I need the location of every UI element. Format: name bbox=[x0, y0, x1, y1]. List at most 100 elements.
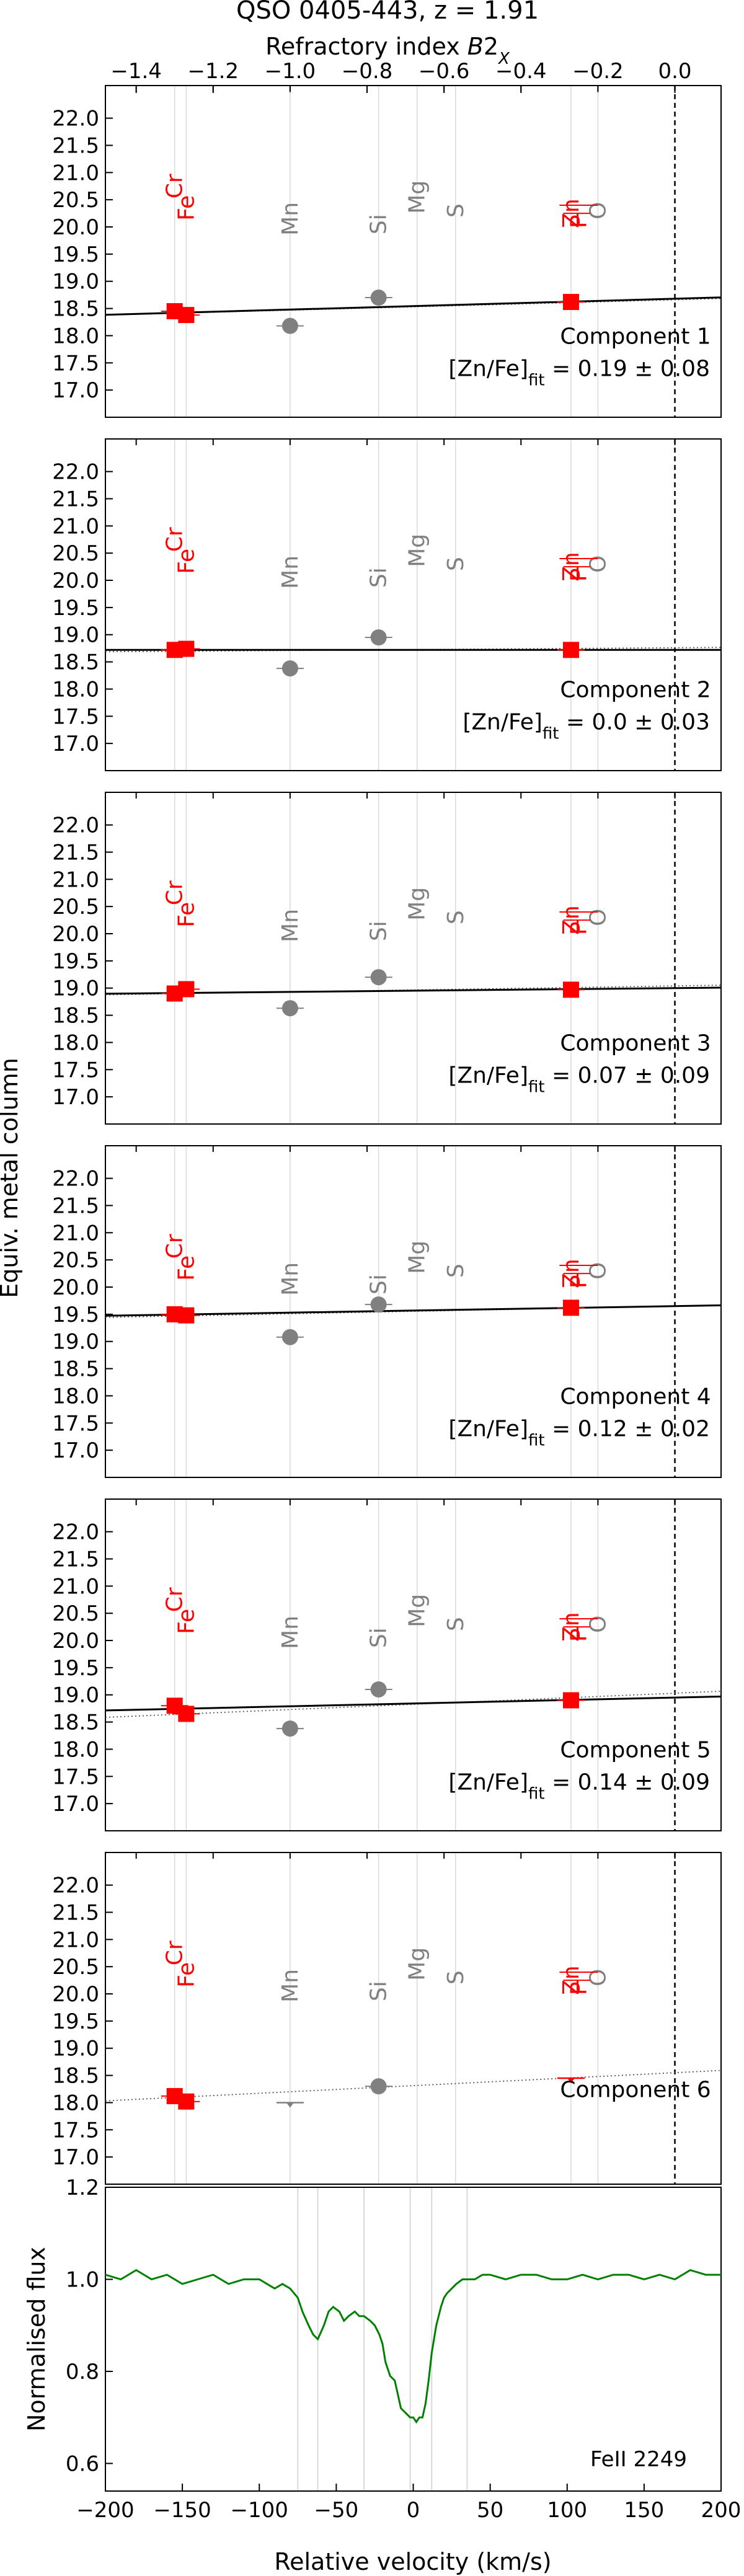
y-tick-label: 17.5 bbox=[52, 1058, 99, 1082]
x-axis-label: Relative velocity (km/s) bbox=[274, 2548, 551, 2575]
fit-line bbox=[105, 1695, 722, 1712]
element-label-mg: Mg bbox=[405, 1594, 430, 1627]
y-tick-label: 19.5 bbox=[52, 242, 99, 267]
flux-x-tick-label: −200 bbox=[76, 2498, 134, 2523]
flux-x-tick-label: −100 bbox=[231, 2498, 288, 2523]
element-label-fe: Fe bbox=[174, 549, 199, 574]
element-label-fe: Fe bbox=[174, 195, 199, 221]
fit-line bbox=[105, 986, 722, 995]
flux-x-tick-label: 50 bbox=[477, 2498, 503, 2523]
y-tick-label: 22.0 bbox=[52, 1520, 99, 1545]
component-label: Component 2 bbox=[560, 678, 711, 703]
y-tick-label: 21.0 bbox=[52, 1574, 99, 1599]
component-panel: 17.017.518.018.519.019.520.020.521.021.5… bbox=[52, 1145, 722, 1478]
y-tick-label: 19.0 bbox=[52, 270, 99, 294]
top-axis-tick-label: −0.6 bbox=[418, 59, 470, 84]
element-label-s: S bbox=[443, 1970, 469, 1985]
element-label-p: P bbox=[566, 1275, 591, 1288]
y-tick-label: 19.0 bbox=[52, 623, 99, 648]
component-label: Component 4 bbox=[560, 1384, 711, 1410]
element-label-cr: Cr bbox=[162, 174, 188, 198]
y-tick-label: 17.0 bbox=[52, 1438, 99, 1463]
fit-line bbox=[105, 296, 722, 316]
y-tick-label: 19.0 bbox=[52, 1683, 99, 1708]
element-label-o: O bbox=[585, 202, 611, 219]
element-label-p: P bbox=[566, 1628, 591, 1642]
y-tick-label: 18.0 bbox=[52, 677, 99, 702]
flux-x-tick-label: −50 bbox=[314, 2498, 358, 2523]
point-fe bbox=[178, 2093, 195, 2110]
y-tick-label: 18.5 bbox=[52, 297, 99, 322]
y-tick-label: 21.0 bbox=[52, 1928, 99, 1952]
y-tick-label: 17.0 bbox=[52, 2145, 99, 2170]
y-tick-label: 22.0 bbox=[52, 1167, 99, 1192]
y-tick-label: 17.0 bbox=[52, 732, 99, 756]
fit-result-label: [Zn/Fe]fit = 0.14 ± 0.09 bbox=[448, 1770, 710, 1804]
top-axis-tick-label: −0.4 bbox=[495, 59, 547, 84]
y-tick-label: 17.5 bbox=[52, 1411, 99, 1436]
element-label-cr: Cr bbox=[162, 527, 188, 552]
component-label: Component 6 bbox=[560, 2078, 711, 2103]
element-label-o: O bbox=[585, 555, 611, 573]
y-tick-label: 21.5 bbox=[52, 487, 99, 511]
point-zn bbox=[562, 642, 579, 658]
element-label-fe: Fe bbox=[174, 1609, 199, 1634]
fit-line bbox=[105, 1304, 722, 1317]
point-si bbox=[370, 969, 387, 986]
y-tick-label: 17.5 bbox=[52, 704, 99, 729]
y-tick-label: 21.5 bbox=[52, 1193, 99, 1218]
point-zn bbox=[562, 1692, 579, 1709]
element-label-fe: Fe bbox=[174, 1962, 199, 1988]
y-tick-label: 19.0 bbox=[52, 1330, 99, 1355]
flux-line bbox=[105, 2268, 721, 2424]
element-label-p: P bbox=[566, 1981, 591, 1995]
y-tick-label: 19.5 bbox=[52, 596, 99, 621]
element-label-s: S bbox=[443, 910, 469, 924]
top-axis-tick-label: −0.2 bbox=[572, 59, 624, 84]
y-tick-label: 18.5 bbox=[52, 1711, 99, 1735]
y-tick-label: 17.0 bbox=[52, 378, 99, 403]
panel-frame bbox=[105, 1498, 722, 1831]
flux-panel: 0.6 0.8 1.0 1.2 −200 −150 −100 −50 0 50 100 150 200 F… bbox=[23, 2175, 741, 2575]
element-label-mg: Mg bbox=[405, 534, 430, 567]
top-axis-tick-label: 0.0 bbox=[658, 59, 691, 84]
point-mn bbox=[281, 1720, 298, 1737]
element-label-mg: Mg bbox=[405, 180, 430, 214]
y-tick-label: 20.0 bbox=[52, 1629, 99, 1653]
transition-label: FeII 2249 bbox=[590, 2447, 687, 2472]
panels: −1.4 −1.2 −1.0 −0.8 −0.6 −0.4 −0.2 0.017.017.51… bbox=[23, 59, 741, 2575]
y-tick-label: 18.5 bbox=[52, 1357, 99, 1382]
component-panel: 17.017.518.018.519.019.520.020.521.021.5… bbox=[52, 792, 722, 1125]
point-fe bbox=[178, 1706, 195, 1722]
top-axis-tick-label: −1.0 bbox=[265, 59, 316, 84]
element-label-si: Si bbox=[366, 1627, 392, 1648]
component-label: Component 3 bbox=[560, 1031, 711, 1056]
y-axis-label: Equiv. metal column bbox=[0, 1058, 23, 1298]
y-tick-label: 22.0 bbox=[52, 1874, 99, 1898]
y-tick-label: 20.5 bbox=[52, 1955, 99, 1980]
y-tick-label: 22.0 bbox=[52, 813, 99, 838]
top-axis-label: Refractory index B2X bbox=[265, 33, 510, 68]
component-panel: 17.017.518.018.519.019.520.020.521.021.5… bbox=[52, 1852, 722, 2185]
y-tick-label: 20.5 bbox=[52, 895, 99, 919]
panel-frame bbox=[105, 1852, 722, 2185]
flux-x-tick-label: 100 bbox=[547, 2498, 587, 2523]
point-si bbox=[370, 1296, 387, 1313]
y-tick-label: 17.5 bbox=[52, 1764, 99, 1789]
y-tick-label: 20.5 bbox=[52, 188, 99, 213]
element-label-cr: Cr bbox=[162, 1941, 188, 1965]
flux-x-tick-label: −150 bbox=[153, 2498, 211, 2523]
y-tick-label: 19.5 bbox=[52, 949, 99, 974]
y-tick-label: 19.0 bbox=[52, 2037, 99, 2061]
y-tick-label: 17.0 bbox=[52, 1792, 99, 1817]
flux-y-tick-label: 0.6 bbox=[66, 2451, 99, 2476]
element-label-mn: Mn bbox=[278, 555, 303, 589]
element-label-mn: Mn bbox=[278, 1616, 303, 1649]
point-si bbox=[370, 629, 387, 646]
element-label-o: O bbox=[585, 909, 611, 926]
element-label-cr: Cr bbox=[162, 1234, 188, 1259]
figure-title: QSO 0405-443, z = 1.91 bbox=[236, 0, 539, 25]
y-tick-label: 17.5 bbox=[52, 2118, 99, 2143]
flux-y-tick-label: 1.2 bbox=[66, 2175, 99, 2200]
